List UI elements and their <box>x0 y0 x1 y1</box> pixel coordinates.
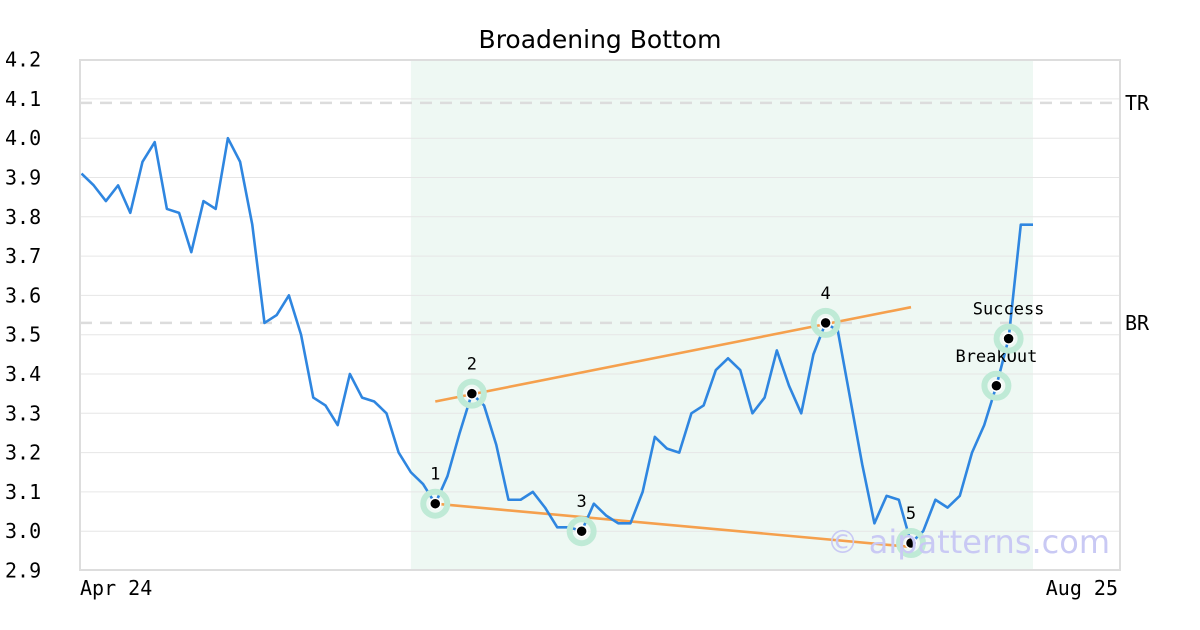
watermark: © aipatterns.com <box>827 523 1110 561</box>
reference-line-label: BR <box>1125 311 1150 335</box>
y-tick-label: 3.4 <box>5 362 41 386</box>
y-tick-label: 2.9 <box>5 559 41 583</box>
x-tick-label-start: Apr 24 <box>80 576 152 600</box>
y-tick-label: 3.3 <box>5 401 41 425</box>
point-label: BreakOut <box>955 347 1037 367</box>
point-marker <box>904 536 918 550</box>
point-halo <box>420 488 451 519</box>
point-marker <box>575 524 588 538</box>
point-marker <box>465 387 479 400</box>
point-label: Success <box>973 300 1045 320</box>
pattern-point: Success <box>973 300 1045 354</box>
y-tick-label: 3.6 <box>5 283 41 307</box>
point-marker <box>1002 332 1015 345</box>
pattern-point: 3 <box>566 492 597 547</box>
point-label: 2 <box>467 355 477 375</box>
y-tick-label: 3.5 <box>5 323 41 347</box>
x-tick-label-end: Aug 25 <box>1046 576 1118 600</box>
price-line <box>80 136 1033 545</box>
pattern-point: 5 <box>896 504 927 558</box>
reference-lines: TR BR <box>80 91 1150 335</box>
point-marker <box>819 316 832 330</box>
point-halo <box>981 370 1012 401</box>
plot-frame <box>79 59 1121 571</box>
trendline <box>435 502 912 549</box>
point-label: 1 <box>430 465 440 485</box>
reference-line-label: TR <box>1125 91 1150 115</box>
y-tick-label: 4.2 <box>5 48 41 72</box>
y-tick-label: 3.8 <box>5 205 41 229</box>
y-tick-label: 3.0 <box>5 519 41 543</box>
y-tick-label: 3.1 <box>5 480 41 504</box>
point-marker <box>429 497 442 510</box>
pattern-point: 1 <box>420 465 451 519</box>
y-tick-label: 3.9 <box>5 166 41 190</box>
point-halo <box>896 527 927 558</box>
pattern-region <box>410 60 1034 570</box>
y-axis-ticks: 2.9 3.0 3.1 3.2 3.3 3.4 3.5 3.6 3.7 3.8 3.9 4.0 4.1 4… <box>5 48 41 583</box>
point-halo <box>810 307 841 338</box>
chart-title: Broadening Bottom <box>479 25 722 54</box>
y-tick-label: 4.0 <box>5 126 41 150</box>
point-label: 4 <box>820 284 830 304</box>
pattern-point: BreakOut <box>955 347 1037 401</box>
point-halo <box>993 323 1024 354</box>
pattern-point: 2 <box>456 355 487 409</box>
point-marker <box>990 379 1003 393</box>
y-tick-label: 3.2 <box>5 441 41 465</box>
point-halo <box>456 378 487 409</box>
pattern-points: 1 2 3 4 5 BreakOut Success <box>420 284 1045 558</box>
y-tick-label: 3.7 <box>5 244 41 268</box>
y-tick-label: 4.1 <box>5 87 41 111</box>
pattern-point: 4 <box>810 284 841 338</box>
point-label: 5 <box>906 504 916 524</box>
point-label: 3 <box>577 492 587 512</box>
point-halo <box>566 516 597 547</box>
